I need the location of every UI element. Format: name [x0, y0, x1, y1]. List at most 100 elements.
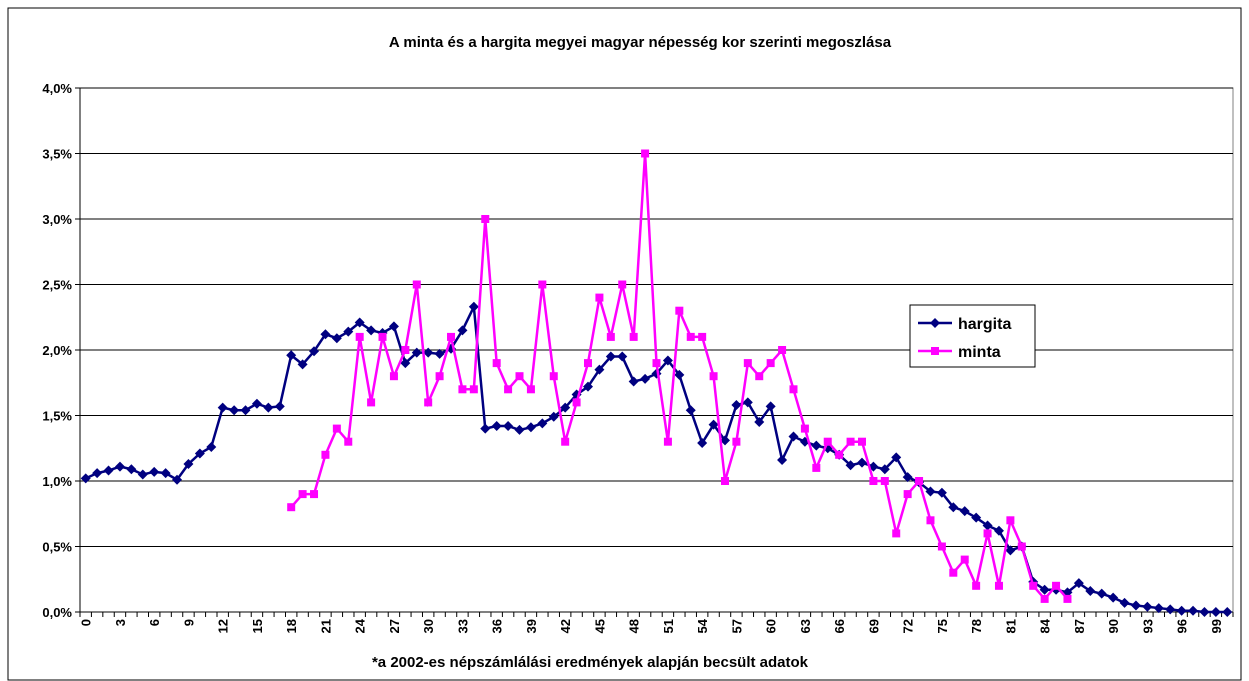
data-point [993, 525, 1004, 536]
data-point [434, 348, 445, 359]
data-point [845, 460, 856, 471]
data-point [525, 422, 536, 433]
data-point [765, 401, 776, 412]
y-tick-label: 4,0% [42, 81, 72, 96]
data-point [777, 455, 788, 466]
data-point [686, 332, 695, 341]
x-tick-label: 15 [250, 619, 265, 633]
x-tick-label: 93 [1140, 619, 1155, 633]
x-tick-label: 78 [969, 619, 984, 633]
chart-title: A minta és a hargita megyei magyar népes… [389, 34, 892, 51]
data-point [332, 424, 341, 433]
x-tick-label: 99 [1209, 619, 1224, 633]
data-point [902, 472, 913, 483]
legend-marker [930, 318, 940, 328]
data-point [354, 317, 365, 328]
data-point [869, 477, 878, 485]
data-point [1006, 516, 1015, 525]
x-tick-label: 90 [1106, 619, 1121, 633]
data-point [320, 329, 331, 340]
data-point [274, 401, 285, 412]
data-point [983, 529, 992, 538]
data-point [514, 424, 525, 435]
data-point [925, 486, 936, 497]
x-tick-label: 18 [284, 619, 299, 633]
y-tick-label: 3,0% [42, 212, 72, 227]
data-point [606, 332, 615, 341]
data-point [709, 372, 718, 381]
data-point [286, 350, 297, 361]
data-point [310, 490, 319, 499]
data-point [731, 400, 742, 411]
data-point [743, 359, 752, 368]
data-point [424, 398, 433, 407]
data-point [1096, 588, 1107, 599]
data-point [949, 568, 958, 577]
data-point [755, 372, 764, 381]
data-point [287, 503, 296, 512]
data-point [80, 473, 91, 484]
data-point [526, 385, 535, 394]
x-tick-label: 9 [181, 619, 196, 626]
data-point [126, 464, 137, 475]
data-point [298, 490, 307, 499]
data-point [367, 398, 376, 407]
data-point [1222, 607, 1233, 617]
data-point [1165, 604, 1176, 615]
data-point [491, 420, 502, 431]
data-point [1040, 594, 1049, 603]
data-point [595, 293, 604, 302]
x-tick-label: 3 [113, 619, 128, 626]
data-point [1063, 594, 1072, 603]
data-point [892, 529, 901, 538]
data-point [549, 372, 558, 381]
data-point [401, 346, 410, 354]
data-point [857, 437, 866, 446]
data-point [662, 355, 673, 366]
data-point [480, 423, 491, 434]
data-point [1188, 605, 1199, 616]
data-point [982, 520, 993, 531]
data-point [1108, 592, 1119, 603]
data-point [778, 346, 787, 354]
data-point [388, 321, 399, 332]
data-point [423, 347, 434, 358]
data-point [754, 417, 765, 428]
data-point [229, 405, 240, 416]
data-point [206, 441, 217, 452]
x-tick-label: 63 [798, 619, 813, 633]
x-tick-label: 24 [353, 618, 368, 633]
data-point [1210, 607, 1221, 617]
data-point [172, 474, 183, 485]
data-point [331, 333, 342, 344]
x-tick-label: 48 [627, 619, 642, 633]
x-tick-label: 60 [764, 619, 779, 633]
data-point [960, 555, 969, 564]
data-point [572, 398, 581, 407]
data-point [675, 306, 684, 315]
data-point [584, 359, 593, 368]
data-point [903, 490, 912, 499]
data-point [538, 280, 547, 289]
x-tick-label: 42 [558, 619, 573, 633]
data-point [663, 437, 672, 446]
x-tick-label: 96 [1175, 619, 1190, 633]
data-point [1153, 603, 1164, 614]
data-point [640, 373, 651, 384]
data-point [481, 215, 490, 223]
data-point [137, 469, 148, 480]
x-tick-label: 33 [455, 619, 470, 633]
data-point [1052, 581, 1061, 590]
data-point [959, 506, 970, 517]
data-point [628, 376, 639, 387]
x-tick-label: 72 [901, 619, 916, 633]
x-tick-label: 75 [935, 619, 950, 633]
legend [909, 304, 1036, 368]
data-point [492, 359, 501, 368]
data-point [114, 461, 125, 472]
data-point [469, 385, 478, 394]
data-point [435, 372, 444, 381]
data-point [835, 450, 844, 459]
x-tick-label: 6 [147, 619, 162, 626]
data-point [309, 346, 320, 357]
